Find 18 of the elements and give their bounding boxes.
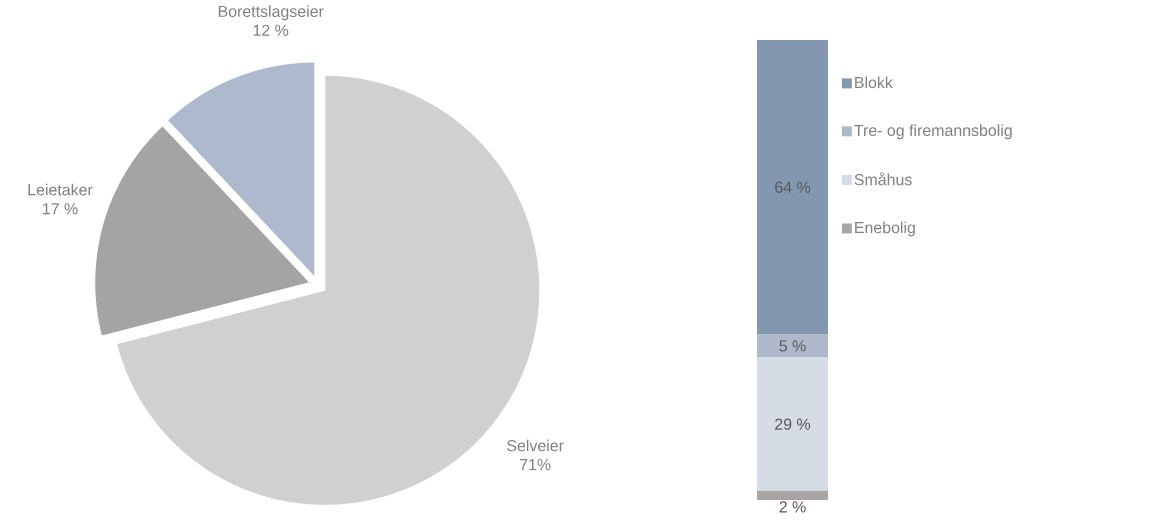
data-label: 12 % [253, 24, 289, 36]
data-label: 17 % [43, 203, 78, 215]
legend-label: Blokk [855, 76, 893, 89]
bar [757, 40, 829, 335]
data-label: 71% [520, 459, 551, 471]
data-label: 2 % [779, 501, 806, 513]
data-label: 64 % [775, 181, 811, 193]
legend-label: Enebolig [855, 221, 915, 237]
bar [757, 334, 829, 358]
bar [757, 490, 829, 501]
slice-label: Borettslagseier [218, 5, 324, 21]
slice-label: Selveier [507, 439, 564, 452]
slice-label: Leietaker [28, 183, 93, 196]
legend-label: Tre- og firemannsbolig [854, 124, 1012, 140]
legend-label: Småhus [854, 172, 912, 186]
data-label: 5 % [779, 340, 806, 352]
bar [757, 357, 829, 491]
data-label: 29 % [775, 418, 811, 430]
